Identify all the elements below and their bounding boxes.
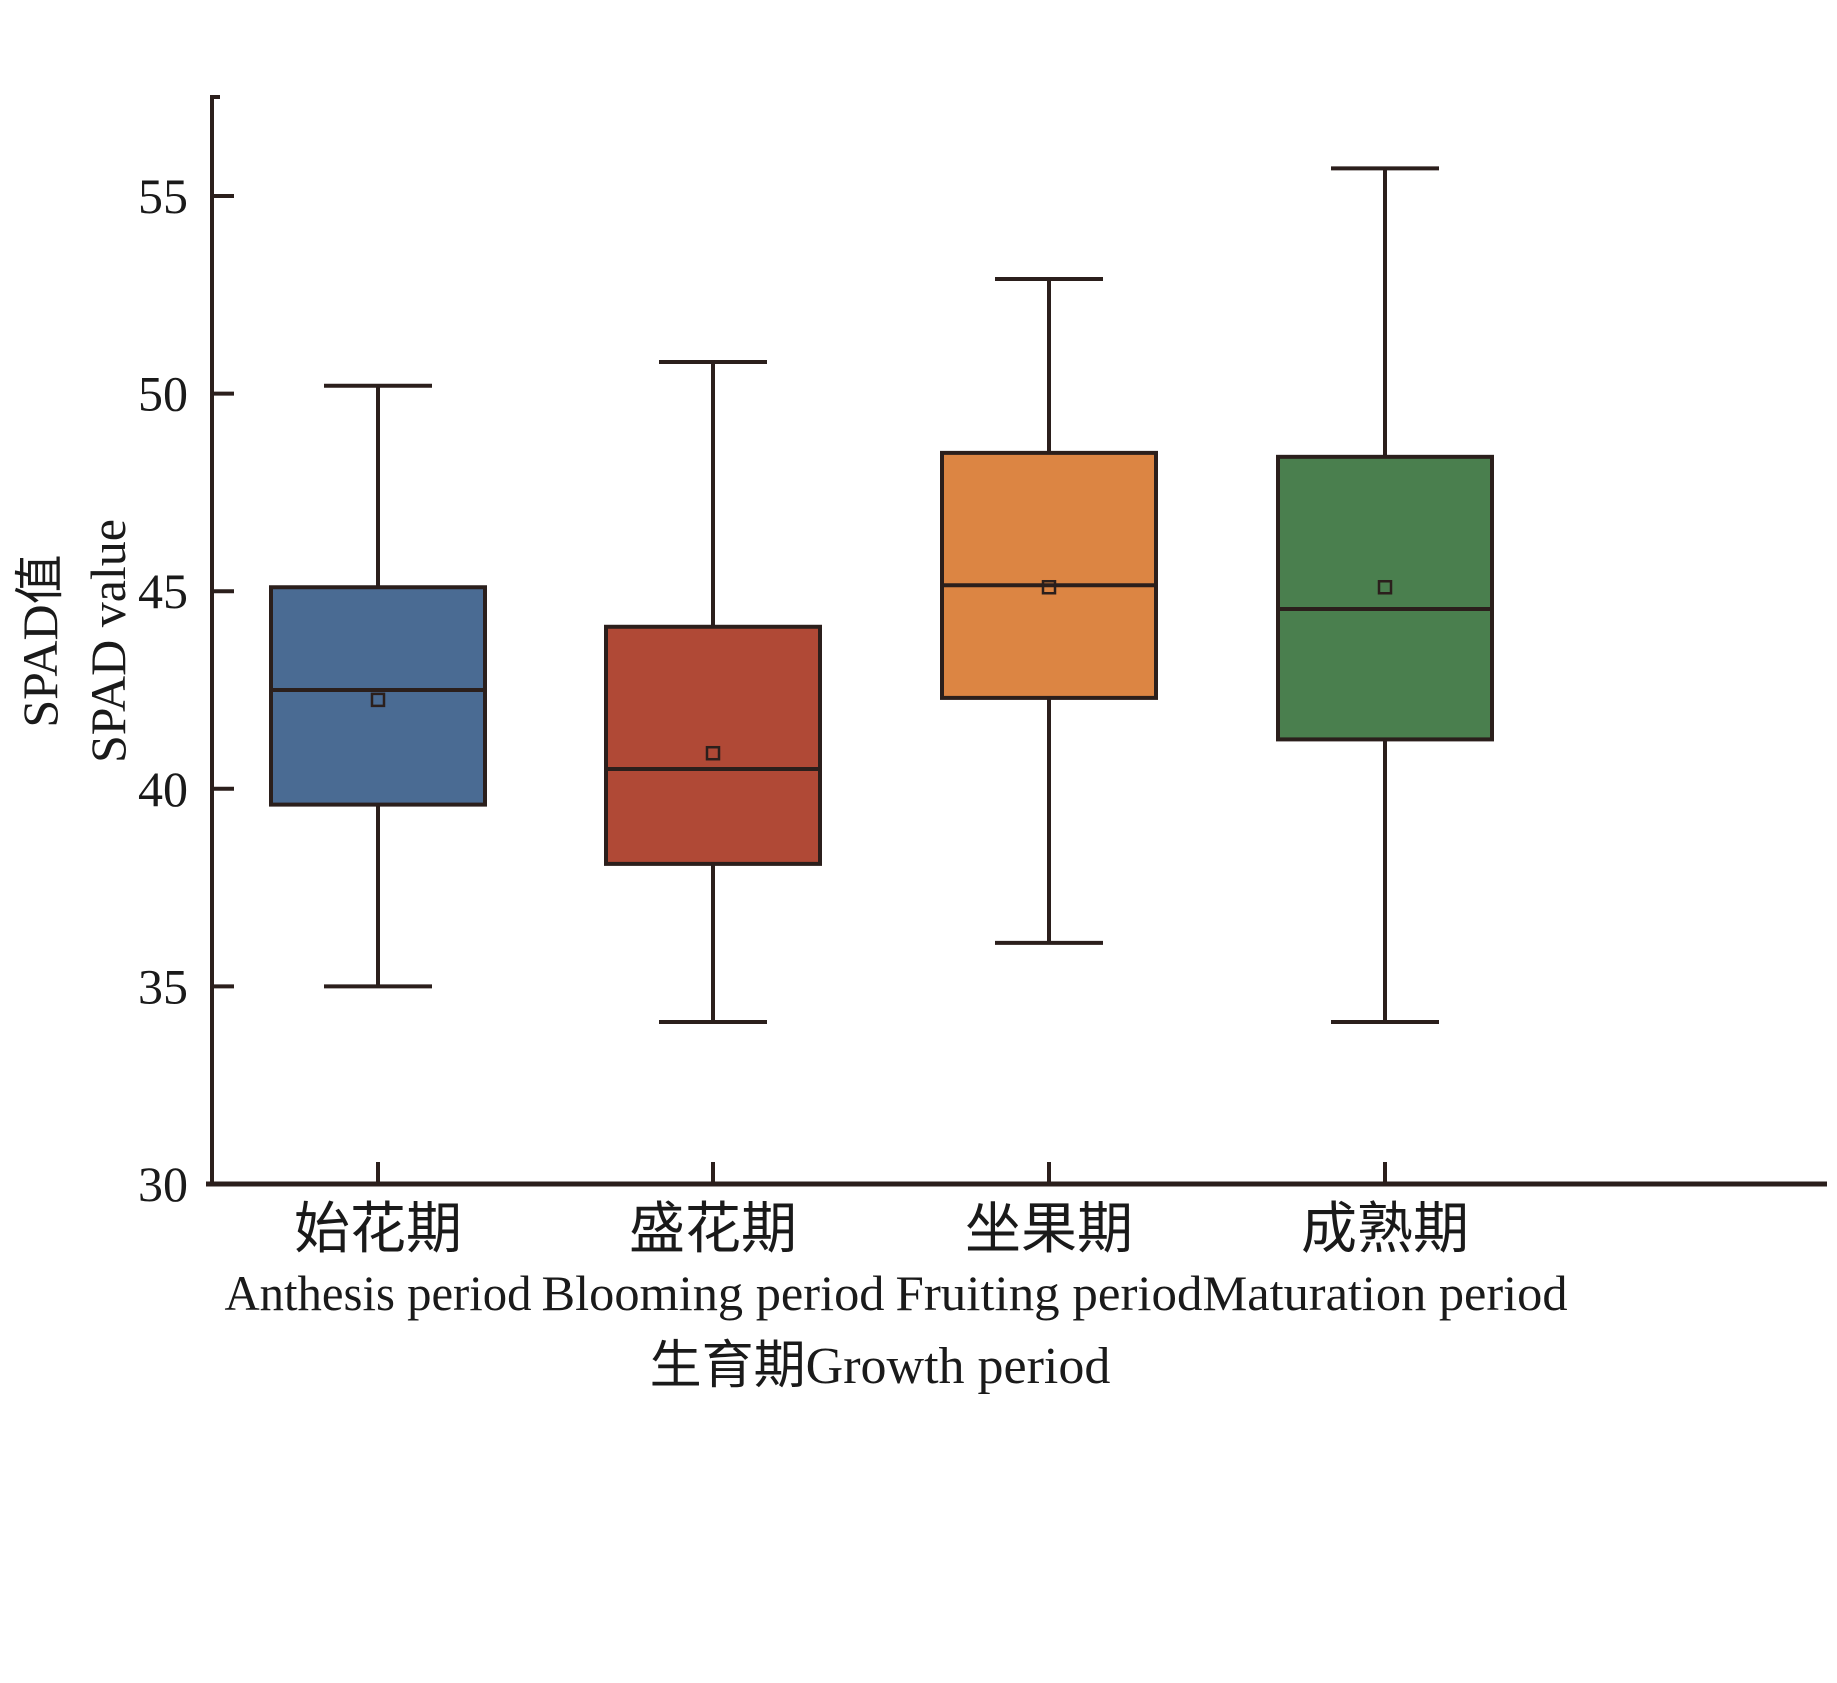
- box-group: [269, 383, 487, 989]
- x-tick-label-english: Blooming period: [542, 1265, 885, 1321]
- interquartile-box: [1276, 454, 1494, 742]
- y-axis-label-english: SPAD value: [80, 519, 136, 763]
- mean-marker: [705, 745, 721, 761]
- x-tick-label-english: Fruiting period: [896, 1265, 1203, 1321]
- x-tick-label-english: Anthesis period: [225, 1265, 532, 1321]
- box-group: [604, 359, 822, 1024]
- y-tick-label: 45: [138, 563, 188, 619]
- mean-marker: [1377, 579, 1393, 595]
- interquartile-box: [604, 624, 822, 866]
- y-tick-label: 35: [138, 958, 188, 1014]
- box-group: [1276, 166, 1494, 1024]
- y-ticks: 30 35 40 45 50 55: [138, 168, 234, 1212]
- interquartile-box: [940, 450, 1158, 700]
- x-tick-label-chinese: 始花期: [294, 1199, 462, 1261]
- y-tick-label: 30: [138, 1156, 188, 1212]
- mean-marker: [1041, 579, 1057, 595]
- y-tick-label: 55: [138, 168, 188, 224]
- y-tick-label: 40: [138, 761, 188, 817]
- mean-marker: [370, 692, 386, 708]
- x-tick-label-chinese: 成熟期: [1301, 1199, 1469, 1261]
- x-tick-label-chinese: 盛花期: [629, 1199, 797, 1261]
- axis-labels: SPAD值 SPAD value 生育期Growth period: [12, 519, 1110, 1395]
- x-axis-title: 生育期Growth period: [650, 1338, 1111, 1395]
- boxes: [269, 166, 1494, 1024]
- y-axis-label-chinese: SPAD值: [12, 554, 68, 727]
- y-tick-label: 50: [138, 366, 188, 422]
- box-group: [940, 276, 1158, 945]
- x-tick-label-english: Maturation period: [1203, 1265, 1568, 1321]
- x-tick-label-chinese: 坐果期: [965, 1199, 1133, 1261]
- interquartile-box: [269, 585, 487, 807]
- axes: [206, 95, 1827, 1187]
